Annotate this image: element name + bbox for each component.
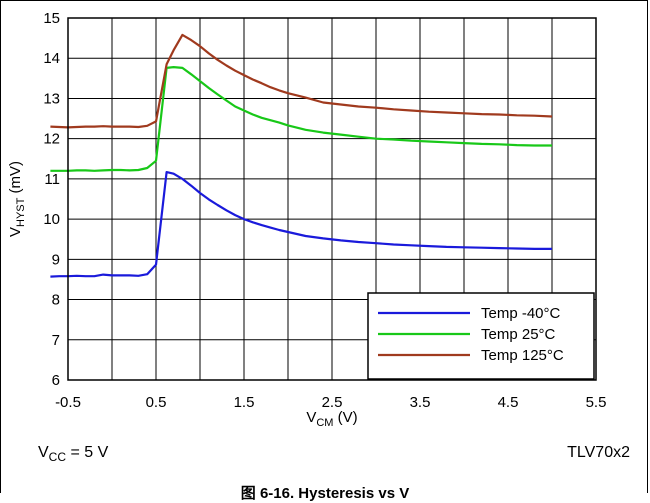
legend-label: Temp -40°C	[481, 305, 561, 322]
y-tick-label: 13	[43, 90, 60, 107]
supply-voltage-note: VCC = 5 V	[38, 444, 109, 465]
x-tick-label: 3.5	[410, 394, 431, 411]
x-tick-label: 0.5	[146, 394, 167, 411]
series-line-temp-25-c	[50, 65, 552, 172]
y-tick-label: 6	[52, 372, 60, 389]
figure-caption: 图 6-16. Hysteresis vs V	[240, 485, 410, 502]
x-tick-label: 1.5	[234, 394, 255, 411]
legend-box	[367, 292, 595, 380]
tick-labels: -0.5 0.5 1.5 2.5 3.5 4.5 5.5 6 7 8 9 10 11 12 13 14 15	[43, 10, 606, 411]
x-tick-label: 5.5	[586, 394, 607, 411]
series-line-temp-125-c	[50, 33, 553, 129]
x-axis-label: VCM (V)	[306, 409, 357, 429]
y-tick-label: 12	[43, 131, 60, 148]
y-tick-label: 15	[43, 10, 60, 27]
x-tick-label: 4.5	[498, 394, 519, 411]
y-tick-label: 10	[43, 211, 60, 228]
y-tick-label: 7	[52, 332, 60, 349]
legend-label: Temp 25°C	[481, 326, 556, 343]
x-tick-label: 2.5	[322, 394, 343, 411]
series-lines	[50, 33, 553, 278]
y-axis-label: VHYST (mV)	[7, 161, 27, 237]
y-tick-label: 9	[52, 251, 60, 268]
y-tick-label: 14	[43, 50, 60, 67]
device-name-note: TLV70x2	[567, 444, 630, 461]
y-tick-label: 8	[52, 292, 60, 309]
series-line-temp-40-c	[50, 171, 552, 278]
figure-frame	[0, 0, 648, 493]
x-tick-label: -0.5	[55, 394, 81, 411]
legend-label: Temp 125°C	[481, 347, 564, 364]
hysteresis-chart: -0.5 0.5 1.5 2.5 3.5 4.5 5.5 6 7 8 9 10 11 12 13 14 15 V…	[7, 10, 606, 429]
legend: Temp -40°C Temp 25°C Temp 125°C	[367, 292, 595, 380]
y-tick-label: 11	[44, 171, 60, 188]
plot-area	[67, 17, 597, 381]
